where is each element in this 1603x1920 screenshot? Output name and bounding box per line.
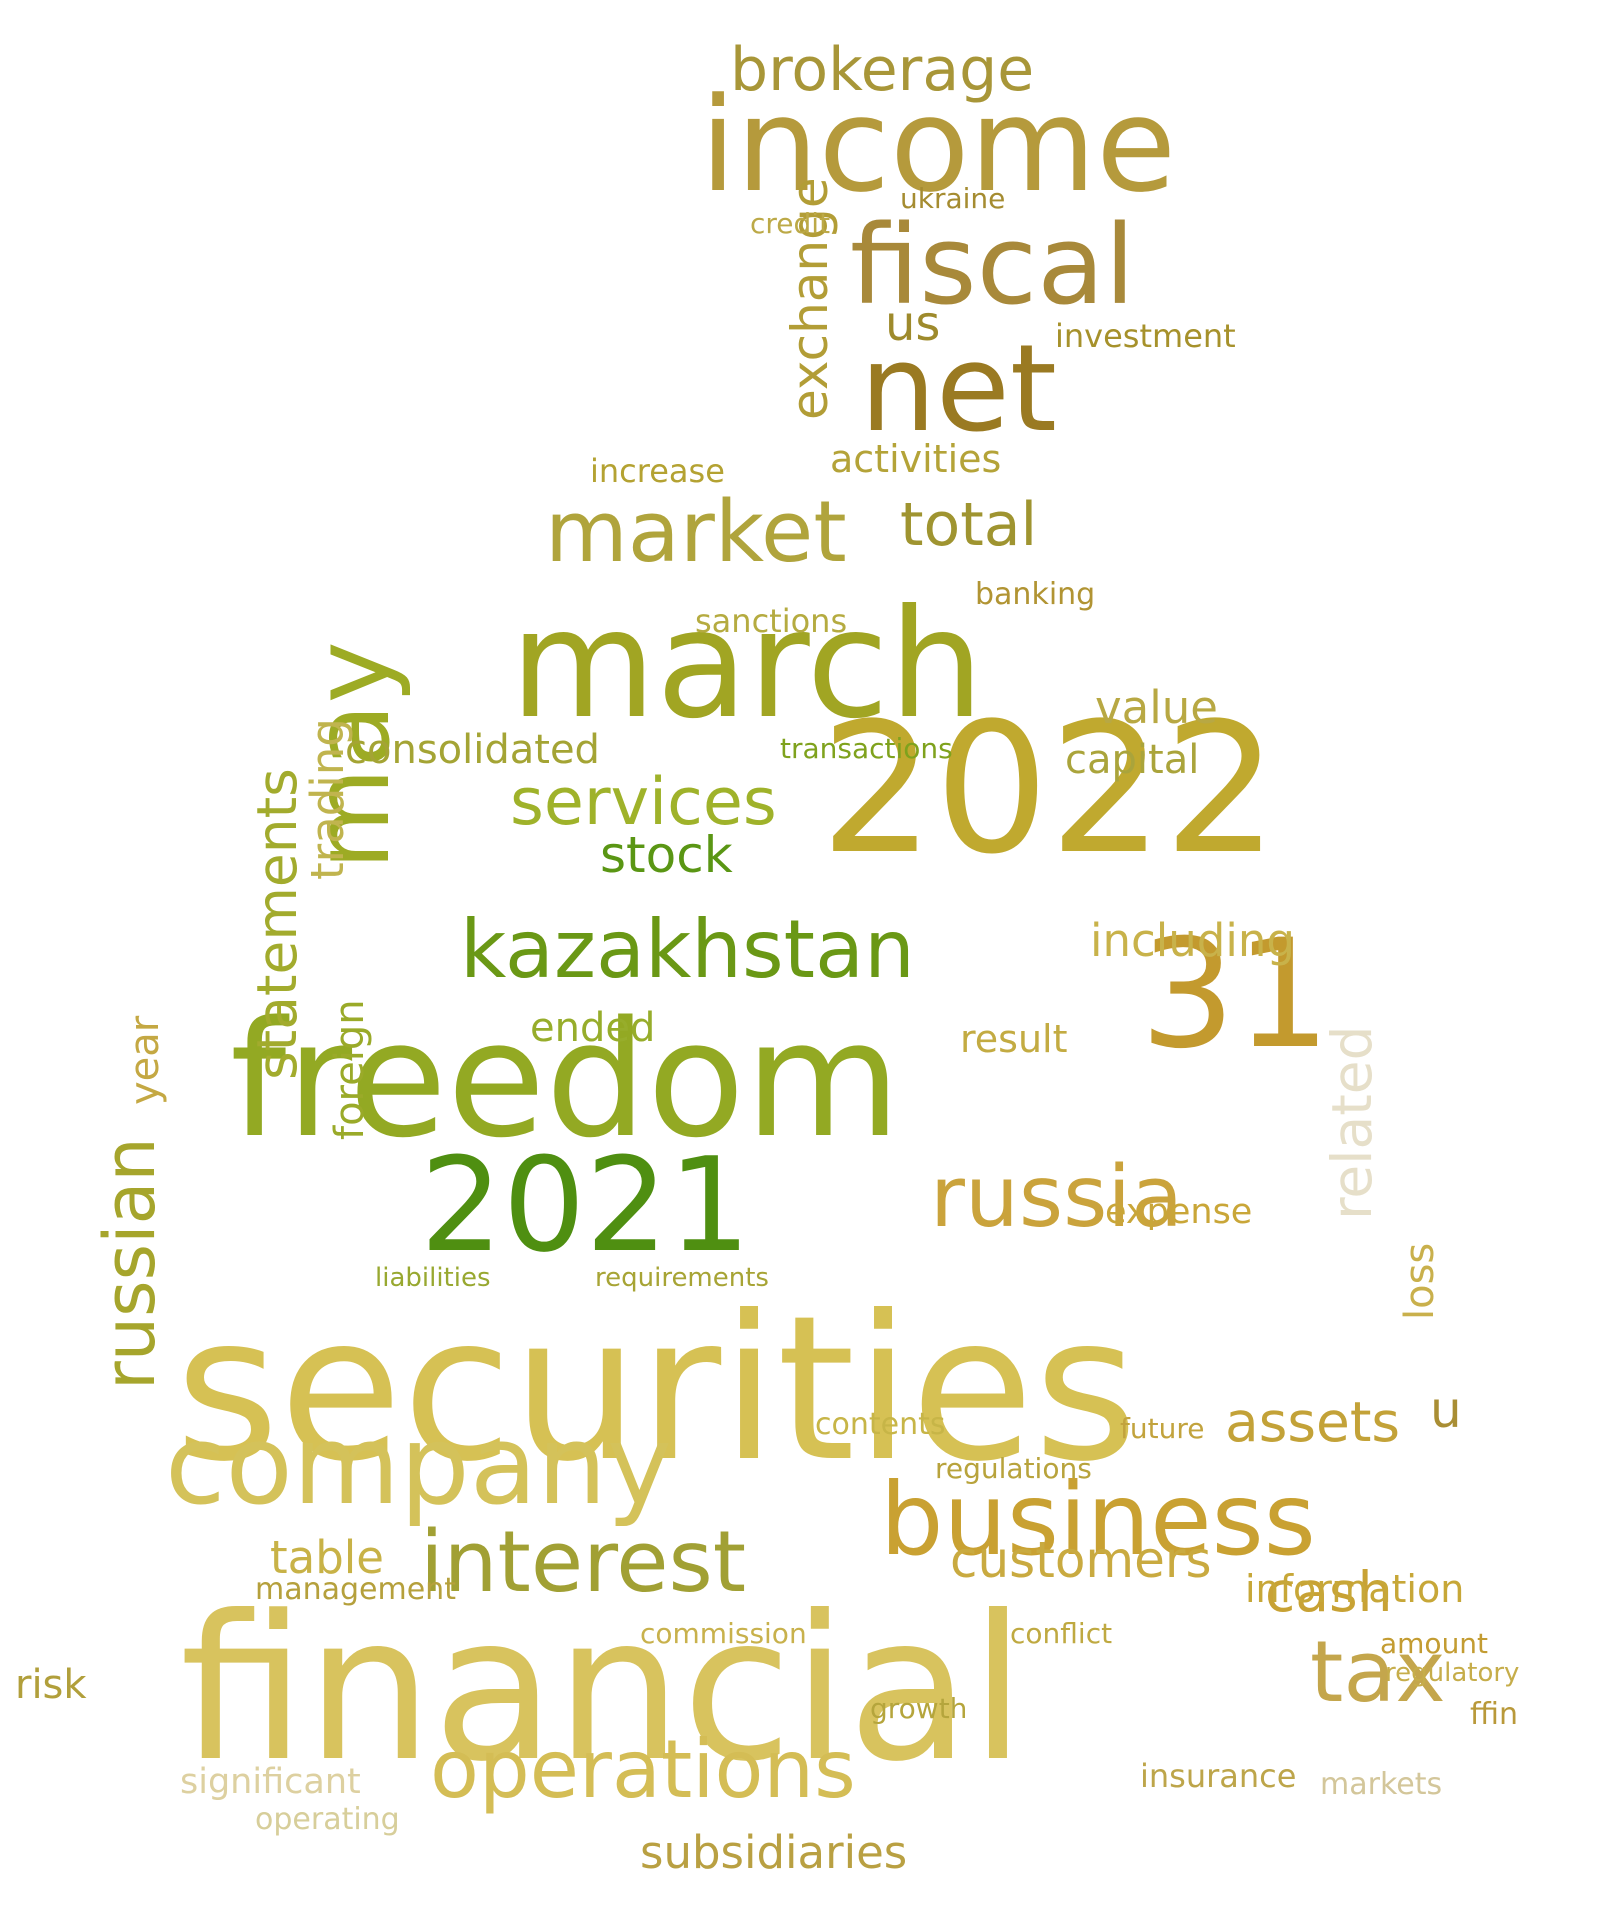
cloud-word: stock xyxy=(600,826,733,884)
cloud-word: securities xyxy=(175,1273,1138,1506)
cloud-word: interest xyxy=(420,1513,747,1612)
cloud-word: trading xyxy=(301,718,354,880)
cloud-word: commission xyxy=(640,1617,807,1650)
cloud-word: market xyxy=(545,483,847,582)
cloud-word: services xyxy=(510,765,777,840)
cloud-word: net xyxy=(860,320,1057,459)
cloud-word: total xyxy=(900,490,1038,560)
cloud-word: company xyxy=(165,1401,672,1529)
cloud-word: increase xyxy=(590,452,725,490)
cloud-word: freedom xyxy=(230,986,901,1173)
cloud-word: russia xyxy=(930,1148,1184,1247)
cloud-word: fiscal xyxy=(850,201,1136,329)
cloud-word: investment xyxy=(1055,317,1236,355)
cloud-word: insurance xyxy=(1140,1757,1297,1795)
cloud-word: result xyxy=(960,1017,1068,1061)
cloud-word: us xyxy=(885,296,941,352)
cloud-word: management xyxy=(255,1572,456,1607)
cloud-word: regulatory xyxy=(1385,1658,1520,1688)
cloud-word: ffin xyxy=(1470,1697,1519,1732)
cloud-word: sanctions xyxy=(695,602,848,640)
cloud-word: assets xyxy=(1225,1390,1401,1454)
cloud-word: march xyxy=(510,578,984,752)
cloud-word: capital xyxy=(1065,737,1200,783)
cloud-word: cash xyxy=(1265,1560,1393,1624)
cloud-word: 31 xyxy=(1140,908,1331,1082)
cloud-word: tax xyxy=(1310,1623,1446,1722)
cloud-word: regulations xyxy=(935,1452,1092,1485)
cloud-word: liabilities xyxy=(375,1263,491,1293)
cloud-word: transactions xyxy=(780,732,953,765)
cloud-word: contents xyxy=(815,1407,946,1442)
cloud-word: ended xyxy=(530,1005,656,1051)
cloud-word: conflict xyxy=(1010,1617,1113,1650)
cloud-word: future xyxy=(1120,1412,1205,1445)
cloud-word: value xyxy=(1095,681,1218,734)
cloud-word: brokerage xyxy=(730,35,1035,105)
cloud-word: loss xyxy=(1397,1242,1443,1320)
cloud-word: information xyxy=(1245,1567,1465,1611)
cloud-word: operations xyxy=(430,1723,856,1816)
cloud-word: russian xyxy=(89,1137,171,1390)
cloud-word: growth xyxy=(870,1692,968,1725)
cloud-word: credit xyxy=(750,207,831,240)
cloud-word: markets xyxy=(1320,1767,1443,1802)
cloud-word: amount xyxy=(1380,1627,1489,1660)
cloud-word: financial xyxy=(180,1573,1026,1806)
cloud-word: activities xyxy=(830,437,1002,481)
cloud-word: statements xyxy=(245,768,309,1080)
cloud-word: operating xyxy=(255,1802,400,1837)
cloud-word: related xyxy=(1320,1025,1384,1220)
cloud-word: kazakhstan xyxy=(460,903,915,996)
cloud-word: year xyxy=(122,1015,168,1105)
cloud-word: risk xyxy=(15,1662,87,1708)
cloud-word: business xyxy=(880,1461,1316,1578)
cloud-word: expense xyxy=(1105,1192,1253,1232)
cloud-word: ukraine xyxy=(900,182,1006,215)
cloud-word: u xyxy=(1430,1381,1462,1439)
cloud-word: foreign xyxy=(327,999,373,1140)
cloud-word: consolidated xyxy=(345,727,600,773)
cloud-word: requirements xyxy=(595,1263,769,1293)
cloud-word: 2022 xyxy=(820,685,1279,894)
cloud-word: income xyxy=(700,69,1177,221)
cloud-word: significant xyxy=(180,1762,361,1802)
cloud-word: customers xyxy=(950,1531,1212,1589)
cloud-word: banking xyxy=(975,577,1096,612)
cloud-word: subsidiaries xyxy=(640,1826,908,1879)
cloud-word: including xyxy=(1090,914,1295,967)
cloud-word: 2021 xyxy=(420,1129,751,1281)
cloud-word: table xyxy=(270,1531,384,1584)
